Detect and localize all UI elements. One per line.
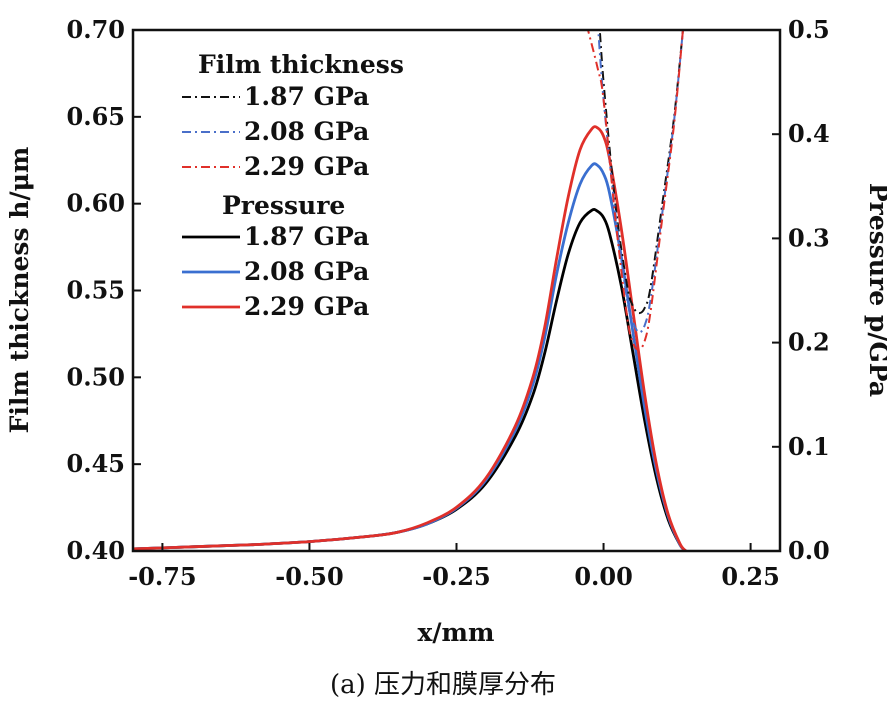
y-right-tick-label-3: 0.2 bbox=[788, 328, 830, 357]
figure-caption: (a) 压力和膜厚分布 bbox=[330, 670, 556, 700]
legend-pressure-label-3: 2.29 GPa bbox=[244, 292, 369, 321]
film-thickness-series-line-2 bbox=[597, 30, 684, 334]
y-right-tick-label-5: 0.4 bbox=[788, 119, 830, 148]
y-right-axis-title: Pressure p/GPa bbox=[864, 183, 887, 397]
x-axis-title: x/mm bbox=[418, 618, 495, 647]
y-right-tick-label-1: 0.0 bbox=[788, 536, 830, 565]
x-tick-label-1: -0.75 bbox=[128, 562, 196, 591]
y-left-tick-label-3: 0.50 bbox=[67, 362, 125, 391]
y-right-tick-label-4: 0.3 bbox=[788, 223, 830, 252]
y-left-tick-label-4: 0.55 bbox=[67, 276, 125, 305]
legend-film-label-3: 2.29 GPa bbox=[244, 152, 369, 181]
x-tick-label-3: -0.25 bbox=[422, 562, 490, 591]
pressure-series-line-3 bbox=[133, 125, 687, 551]
y-left-tick-label-2: 0.45 bbox=[67, 449, 125, 478]
y-left-tick-label-6: 0.65 bbox=[67, 102, 125, 131]
legend-pressure-label-2: 2.08 GPa bbox=[244, 257, 369, 286]
legend-film-label-1: 1.87 GPa bbox=[244, 82, 369, 111]
legend-film-label-2: 2.08 GPa bbox=[244, 117, 369, 146]
y-left-tick-label-7: 0.70 bbox=[67, 15, 125, 44]
film-thickness-series-line-3 bbox=[586, 30, 684, 351]
x-tick-label-4: 0.00 bbox=[574, 562, 632, 591]
legend-pressure-title: Pressure bbox=[222, 191, 345, 220]
legend-pressure-label-1: 1.87 GPa bbox=[244, 222, 369, 251]
x-tick-label-2: -0.50 bbox=[275, 562, 343, 591]
y-left-tick-label-5: 0.60 bbox=[67, 189, 125, 218]
pressure-series-line-1 bbox=[133, 208, 687, 551]
plot-frame bbox=[131, 28, 782, 553]
legend-film-thickness-title: Film thickness bbox=[198, 50, 404, 79]
pressure-series-line-2 bbox=[133, 162, 687, 551]
y-left-axis-title: Film thickness h/μm bbox=[5, 147, 34, 434]
y-right-tick-label-6: 0.5 bbox=[788, 15, 830, 44]
y-left-tick-label-1: 0.40 bbox=[67, 536, 125, 565]
y-right-tick-label-2: 0.1 bbox=[788, 432, 830, 461]
x-tick-label-5: 0.25 bbox=[721, 562, 779, 591]
